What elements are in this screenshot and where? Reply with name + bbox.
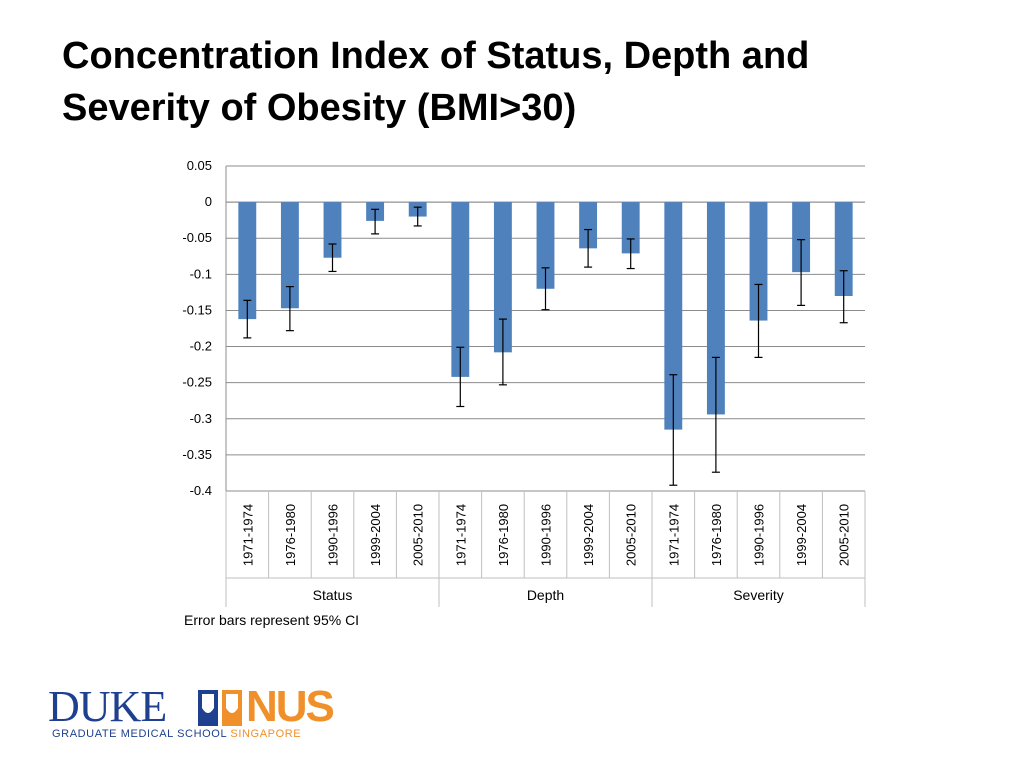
logo-subtitle-accent: SINGAPORE [230,728,302,740]
logo-nus-word: NUS [246,682,335,731]
x-tick-label: 1971-1974 [666,504,681,566]
y-tick-label: -0.15 [182,302,212,317]
x-tick-label: 1990-1996 [752,504,767,566]
x-tick-label: 1999-2004 [581,504,596,566]
bar [323,202,342,258]
bar [579,202,598,249]
y-tick-label: -0.4 [190,483,212,498]
y-tick-label: 0.05 [187,158,212,173]
x-tick-label: 1976-1980 [709,504,724,566]
x-tick-label: 2005-2010 [837,504,852,566]
y-tick-label: -0.35 [182,447,212,462]
bar [536,202,555,289]
bar-chart: 0.05 0 -0.05 -0.1 -0.15 -0.2 -0.25 -0.3 -0.35 -0.… [182,158,866,607]
logo-duke-word: DUKE [48,682,167,731]
y-tick-label: -0.25 [182,375,212,390]
x-tick-label: 1971-1974 [453,504,468,566]
bar [706,202,725,415]
bar [280,202,299,309]
duke-nus-logo: DUKE NUS GRADUATE MEDICAL SCHOOL SINGAPO… [48,684,348,744]
x-tick-label: 1976-1980 [283,504,298,566]
bar [749,202,768,321]
x-tick-label: 1999-2004 [368,504,383,566]
group-label: Depth [527,587,564,603]
bar [834,202,853,296]
x-tick-label: 1971-1974 [240,504,255,566]
y-tick-label: -0.05 [182,230,212,245]
x-tick-label: 1999-2004 [794,504,809,566]
x-tick-label: 1976-1980 [496,504,511,566]
slide-title-line-1: Concentration Index of Status, Depth and [62,35,810,77]
bar [238,202,257,320]
y-tick-label: -0.2 [190,339,212,354]
x-tick-label: 1990-1996 [539,504,554,566]
shield-icon [198,690,242,726]
bar [664,202,683,430]
slide-title-line-2: Severity of Obesity (BMI>30) [62,87,577,129]
chart-note: Error bars represent 95% CI [184,612,360,628]
group-label: Severity [733,587,784,603]
x-tick-label: 2005-2010 [624,504,639,566]
bar [493,202,512,353]
bar [451,202,470,377]
group-label: Status [313,587,353,603]
bar [621,202,640,254]
bar [792,202,811,273]
slide-title: Concentration Index of Status, Depth and… [62,30,982,134]
x-tick-label: 2005-2010 [411,504,426,566]
logo-subtitle: GRADUATE MEDICAL SCHOOL SINGAPORE [52,728,301,740]
y-tick-label: -0.3 [190,411,212,426]
logo-subtitle-main: GRADUATE MEDICAL SCHOOL [52,728,227,740]
y-tick-label: -0.1 [190,266,212,281]
y-tick-label: 0 [205,194,212,209]
x-tick-label: 1990-1996 [326,504,341,566]
